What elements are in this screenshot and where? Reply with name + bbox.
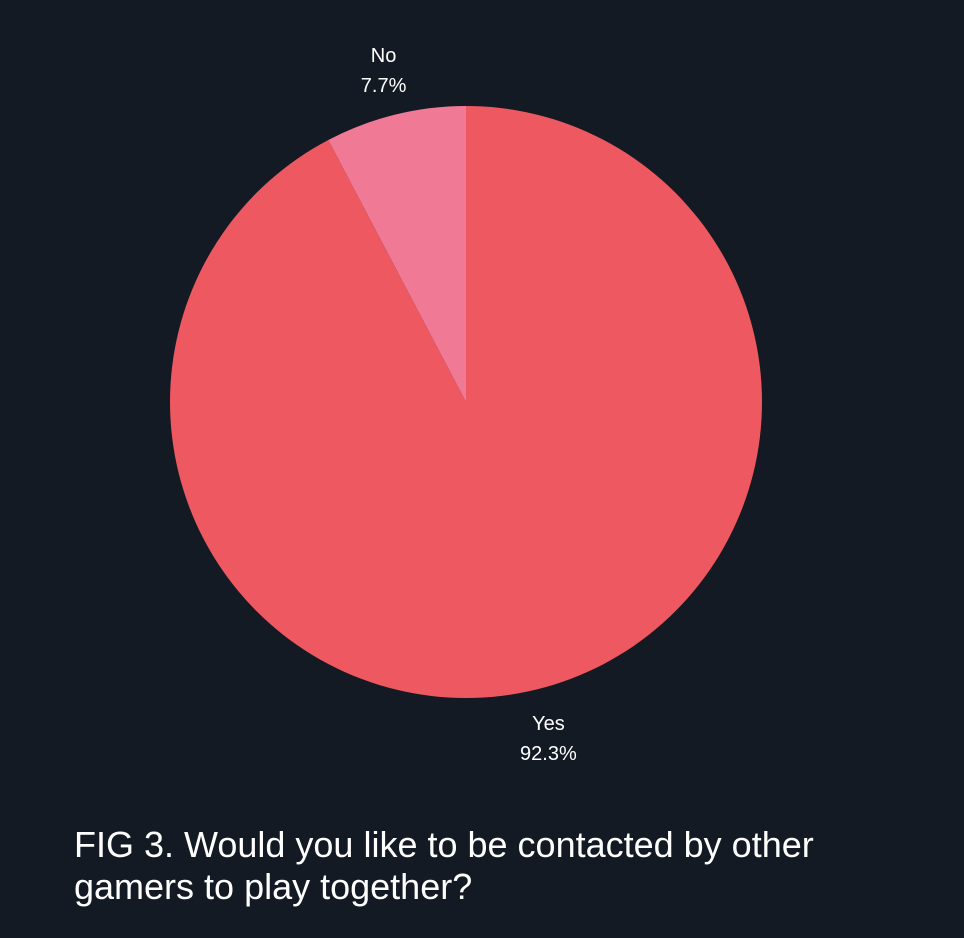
pie-slice-no — [328, 106, 466, 402]
pie-chart-svg: Yes 92.3% No 7.7% — [169, 45, 763, 765]
slice-value-yes: 92.3% — [520, 743, 577, 765]
slice-label-no: No — [371, 45, 397, 67]
pie-slices — [169, 106, 763, 698]
pie-labels: Yes 92.3% No 7.7% — [361, 45, 577, 765]
slice-label-yes: Yes — [532, 713, 565, 735]
pie-chart: Yes 92.3% No 7.7% — [169, 45, 763, 765]
slice-value-no: 7.7% — [361, 75, 407, 97]
figure-caption: FIG 3. Would you like to be contacted by… — [74, 824, 814, 907]
pie-slice-yes — [169, 106, 763, 698]
